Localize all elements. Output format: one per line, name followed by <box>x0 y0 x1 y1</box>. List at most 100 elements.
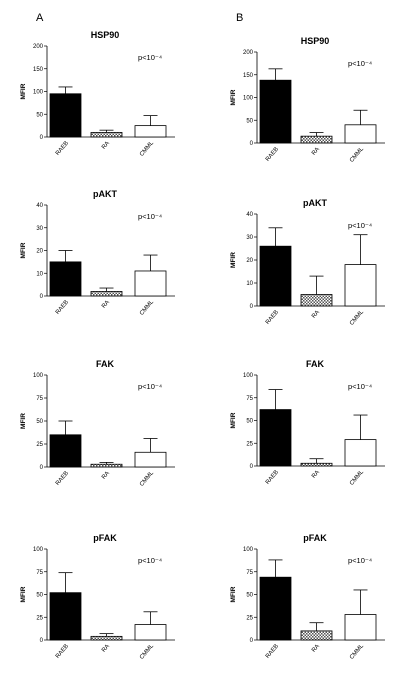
chart-8-category-cmml: CMML <box>349 643 365 661</box>
chart-5-bar-raeb <box>259 79 292 144</box>
chart-6-tick-label-3: 30 <box>246 235 253 241</box>
chart-5-bar-cmml <box>344 124 377 144</box>
chart-8-bar-ra <box>300 630 333 641</box>
chart-4-category-raeb: RAEB <box>55 643 70 659</box>
chart-7-y-label: MFIR <box>230 412 237 428</box>
chart-6-tick-label-2: 20 <box>246 258 253 264</box>
chart-1-category-ra: RA <box>101 140 111 150</box>
chart-6-tick-label-0: 0 <box>250 304 254 310</box>
chart-5-p-value: p<10⁻⁴ <box>348 59 372 68</box>
chart-2-tick-label-3: 30 <box>36 226 43 232</box>
chart-7-title: FAK <box>306 359 325 369</box>
chart-4-y-label: MFIR <box>20 586 27 602</box>
chart-3-bar-ra <box>90 463 123 468</box>
chart-5-y-label: MFIR <box>230 89 237 105</box>
chart-7-bar-ra <box>300 462 333 467</box>
chart-5-title: HSP90 <box>301 36 330 46</box>
chart-4-title: pFAK <box>93 533 117 543</box>
chart-5-tick-label-4: 200 <box>243 50 254 56</box>
chart-5-tick-label-2: 100 <box>243 96 254 102</box>
chart-4-bar-ra <box>90 635 123 641</box>
chart-1-tick-label-0: 0 <box>40 135 44 141</box>
chart-2-bar-cmml <box>134 270 167 297</box>
chart-2-bar-raeb <box>49 261 82 297</box>
chart-1-title: HSP90 <box>91 30 120 40</box>
chart-3-tick-label-0: 0 <box>40 465 44 471</box>
chart-6-bar-cmml <box>344 264 377 307</box>
chart-8-y-label: MFIR <box>230 586 237 602</box>
chart-4-tick-label-3: 75 <box>36 570 43 576</box>
chart-3-bar-cmml <box>134 451 167 468</box>
chart-7-tick-label-1: 25 <box>246 441 253 447</box>
chart-2-tick-label-1: 10 <box>36 271 43 277</box>
chart-1-tick-label-2: 100 <box>33 90 44 96</box>
chart-6-bar-raeb <box>259 245 292 307</box>
chart-4-tick-label-0: 0 <box>40 638 44 644</box>
chart-1-bar-raeb <box>49 93 82 138</box>
chart-1-bar-cmml <box>134 125 167 138</box>
chart-7-bar-cmml <box>344 439 377 467</box>
chart-2-y-label: MFIR <box>20 242 27 258</box>
chart-8-category-raeb: RAEB <box>265 643 280 659</box>
chart-8-title: pFAK <box>303 533 327 543</box>
chart-2-category-raeb: RAEB <box>55 299 70 315</box>
chart-3-tick-label-1: 25 <box>36 442 43 448</box>
chart-8-tick-label-2: 50 <box>246 593 253 599</box>
chart-8-tick-label-4: 100 <box>243 547 254 553</box>
chart-7-category-cmml: CMML <box>349 469 365 487</box>
chart-3-p-value: p<10⁻⁴ <box>138 382 162 391</box>
chart-8-p-value: p<10⁻⁴ <box>348 556 372 565</box>
chart-2-tick-label-4: 40 <box>36 203 43 209</box>
chart-3-tick-label-4: 100 <box>33 373 44 379</box>
chart-8-bar-cmml <box>344 614 377 641</box>
chart-6-tick-label-1: 10 <box>246 281 253 287</box>
chart-8-tick-label-3: 75 <box>246 570 253 576</box>
chart-3-category-ra: RA <box>101 470 111 480</box>
chart-4-category-cmml: CMML <box>139 643 155 661</box>
chart-6-tick-label-4: 40 <box>246 212 253 218</box>
chart-4-tick-label-2: 50 <box>36 593 43 599</box>
chart-3-title: FAK <box>96 359 115 369</box>
chart-5-category-raeb: RAEB <box>265 146 280 162</box>
chart-1-bar-ra <box>90 132 123 138</box>
chart-5-tick-label-1: 50 <box>246 118 253 124</box>
chart-7-tick-label-3: 75 <box>246 396 253 402</box>
chart-4-bar-raeb <box>49 592 82 641</box>
chart-5-category-ra: RA <box>311 146 321 156</box>
chart-7-tick-label-4: 100 <box>243 373 254 379</box>
chart-4-tick-label-4: 100 <box>33 547 44 553</box>
chart-3-tick-label-3: 75 <box>36 396 43 402</box>
chart-2-category-cmml: CMML <box>139 299 155 317</box>
chart-5-bar-ra <box>300 135 333 144</box>
chart-6-p-value: p<10⁻⁴ <box>348 221 372 230</box>
chart-1-y-label: MFIR <box>20 83 27 99</box>
chart-2-tick-label-2: 20 <box>36 249 43 255</box>
chart-5-category-cmml: CMML <box>349 146 365 164</box>
panel-label-b: B <box>236 12 244 24</box>
chart-6-y-label: MFIR <box>230 252 237 268</box>
chart-2-category-ra: RA <box>101 299 111 309</box>
chart-7-category-raeb: RAEB <box>265 469 280 485</box>
chart-6-category-raeb: RAEB <box>265 309 280 325</box>
chart-1-category-cmml: CMML <box>139 140 155 158</box>
chart-5-tick-label-3: 150 <box>243 73 254 79</box>
chart-3-bar-raeb <box>49 434 82 468</box>
chart-1-tick-label-3: 150 <box>33 67 44 73</box>
chart-4-category-ra: RA <box>101 643 111 653</box>
chart-6-category-cmml: CMML <box>349 309 365 327</box>
chart-2-tick-label-0: 0 <box>40 294 44 300</box>
chart-2-p-value: p<10⁻⁴ <box>138 212 162 221</box>
chart-1-tick-label-4: 200 <box>33 44 44 50</box>
chart-1-tick-label-1: 50 <box>36 112 43 118</box>
chart-8-bar-raeb <box>259 576 292 641</box>
chart-8-tick-label-0: 0 <box>250 638 254 644</box>
chart-7-tick-label-2: 50 <box>246 419 253 425</box>
chart-4-p-value: p<10⁻⁴ <box>138 556 162 565</box>
chart-6-category-ra: RA <box>311 309 321 319</box>
chart-1-p-value: p<10⁻⁴ <box>138 53 162 62</box>
chart-8-tick-label-1: 25 <box>246 615 253 621</box>
chart-3-tick-label-2: 50 <box>36 419 43 425</box>
chart-3-y-label: MFIR <box>20 413 27 429</box>
chart-5-tick-label-0: 0 <box>250 141 254 147</box>
chart-2-bar-ra <box>90 291 123 297</box>
